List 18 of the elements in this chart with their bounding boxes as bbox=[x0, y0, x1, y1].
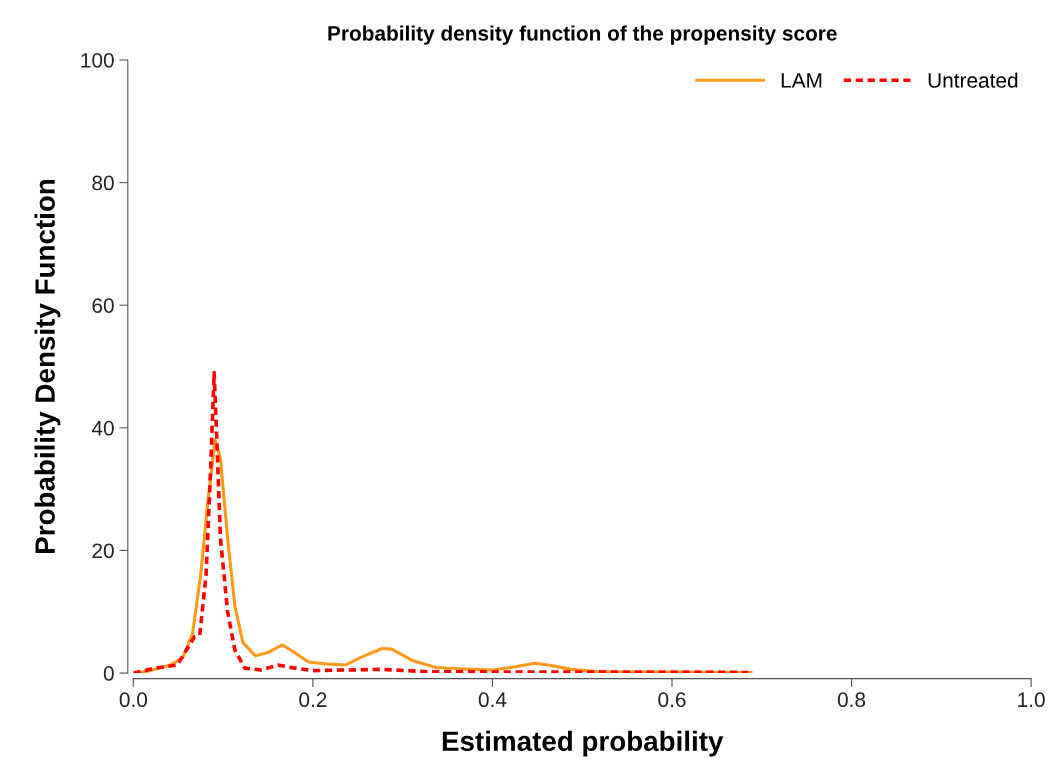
x-tick-label: 1.0 bbox=[1018, 692, 1045, 708]
y-tick-label: 40 bbox=[91, 420, 114, 436]
y-tick-label: 80 bbox=[92, 175, 114, 191]
y-tick-label: 0 bbox=[103, 666, 114, 681]
y-axis-title: Probability Density Function bbox=[34, 179, 61, 553]
legend-label: Untreated bbox=[928, 72, 1018, 88]
y-tick-label: 60 bbox=[92, 298, 114, 313]
chart-title: Probability density function of the propensity score bbox=[328, 25, 837, 45]
x-tick-label: 0.8 bbox=[837, 692, 866, 708]
x-axis-title: Estimated probability bbox=[442, 730, 724, 757]
y-tick-label: 20 bbox=[92, 543, 114, 559]
x-tick-label: 0.0 bbox=[119, 692, 148, 708]
x-tick-label: 0.4 bbox=[478, 692, 507, 708]
y-tick-label: 100 bbox=[81, 52, 114, 68]
legend-label: LAM bbox=[781, 73, 822, 88]
line-series bbox=[133, 370, 751, 674]
x-tick-label: 0.2 bbox=[299, 692, 327, 708]
x-tick-label: 0.6 bbox=[658, 692, 686, 708]
